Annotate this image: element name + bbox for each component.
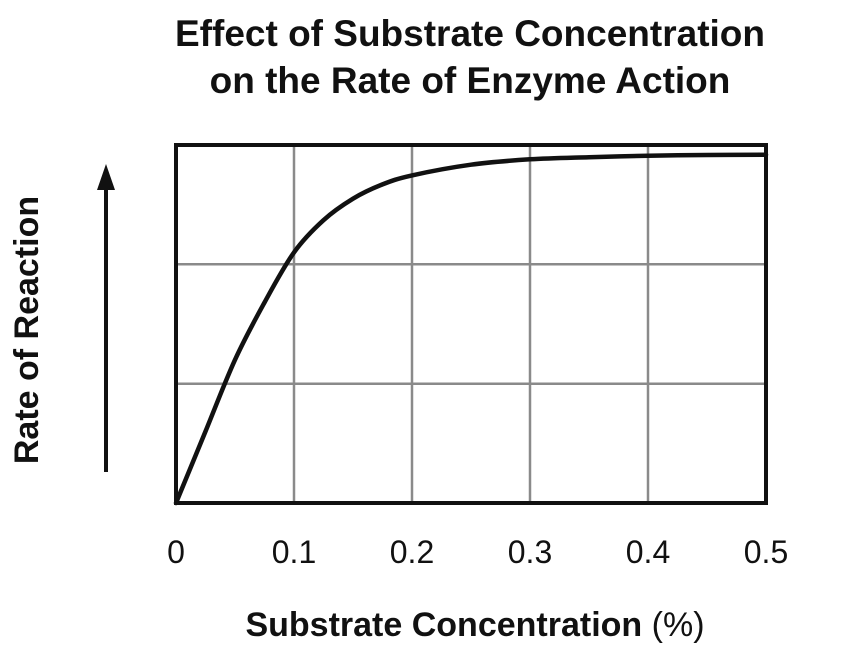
grid-lines [176, 145, 766, 503]
x-tick-labels: 0 0.1 0.2 0.3 0.4 0.5 [167, 534, 788, 570]
y-axis-arrow-head [97, 164, 115, 190]
plot-frame [174, 143, 768, 505]
x-axis-unit: (%) [652, 606, 705, 644]
x-tick-label: 0.1 [272, 534, 316, 570]
chart-title-line-2: on the Rate of Enzyme Action [210, 60, 731, 101]
x-axis-label-text: Substrate Concentration [245, 606, 642, 644]
x-tick-label: 0.2 [390, 534, 434, 570]
y-axis-label: Rate of Reaction [8, 196, 46, 464]
x-tick-label: 0.4 [626, 534, 670, 570]
x-tick-label: 0 [167, 534, 185, 570]
chart-title-line-1: Effect of Substrate Concentration [175, 13, 765, 54]
x-tick-label: 0.3 [508, 534, 552, 570]
y-axis-arrow-icon [97, 164, 115, 472]
series-line [173, 152, 769, 506]
x-tick-label: 0.5 [744, 534, 788, 570]
x-axis-label: Substrate Concentration (%) [245, 606, 704, 644]
